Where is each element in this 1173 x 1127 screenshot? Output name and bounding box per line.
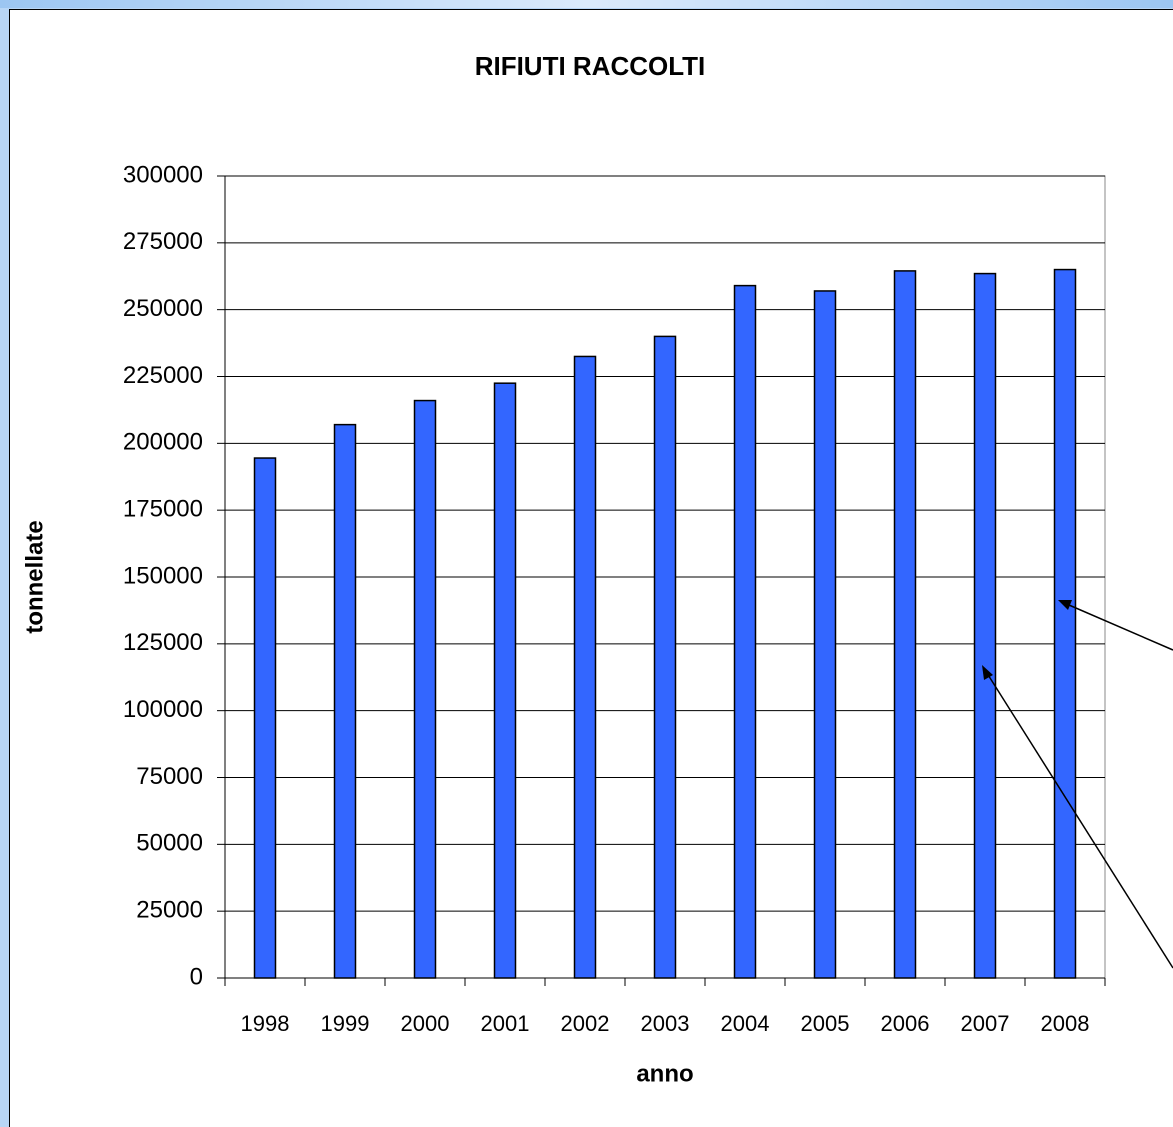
bar [413,399,437,979]
y-tick-label: 200000 [123,429,203,456]
y-tick-label: 75000 [136,763,203,790]
bar [493,382,517,979]
x-tick-label: 2005 [801,1011,850,1036]
x-tick-label: 1998 [241,1011,290,1036]
y-tick-label: 125000 [123,629,203,656]
y-axis-label: tonnellate [21,520,48,633]
plot: 0 25000 50000 75000 100000 125000 150000 175000… [123,161,1106,1036]
y-tick-label: 150000 [123,562,203,589]
x-tick-label: 2000 [401,1011,450,1036]
arrow-head [982,665,993,680]
x-tick-label: 1999 [321,1011,370,1036]
bar [893,270,917,979]
arrow-head [1058,600,1072,610]
bar [1053,268,1077,979]
annotation-arrows [982,600,1173,969]
y-tick-label: 50000 [136,830,203,857]
y-tick-label: 275000 [123,228,203,255]
arrow [984,669,1173,969]
y-tick-label: 300000 [123,161,203,188]
bar [733,284,757,979]
x-tick-label: 2003 [641,1011,690,1036]
x-tick-label: 2007 [961,1011,1010,1036]
bar [973,272,997,979]
x-tick-label: 2008 [1041,1011,1090,1036]
y-tick-label: 225000 [123,362,203,389]
bar [573,355,597,979]
x-axis-label: anno [636,1060,693,1087]
bar [253,457,277,979]
bar [813,290,837,979]
y-tick-label: 175000 [123,496,203,523]
x-tick-label: 2001 [481,1011,530,1036]
x-tick-label: 2006 [881,1011,930,1036]
frame-top [0,0,1173,8]
x-tick-label: 2002 [561,1011,610,1036]
x-tick-label: 2004 [721,1011,770,1036]
chart-title: RIFIUTI RACCOLTI [475,51,706,81]
y-tick-label: 250000 [123,295,203,322]
bar [653,335,677,979]
y-tick-label: 100000 [123,696,203,723]
arrow [1061,601,1173,651]
y-tick-label: 25000 [136,897,203,924]
y-tick-label: 0 [190,963,203,990]
bar [333,423,357,979]
